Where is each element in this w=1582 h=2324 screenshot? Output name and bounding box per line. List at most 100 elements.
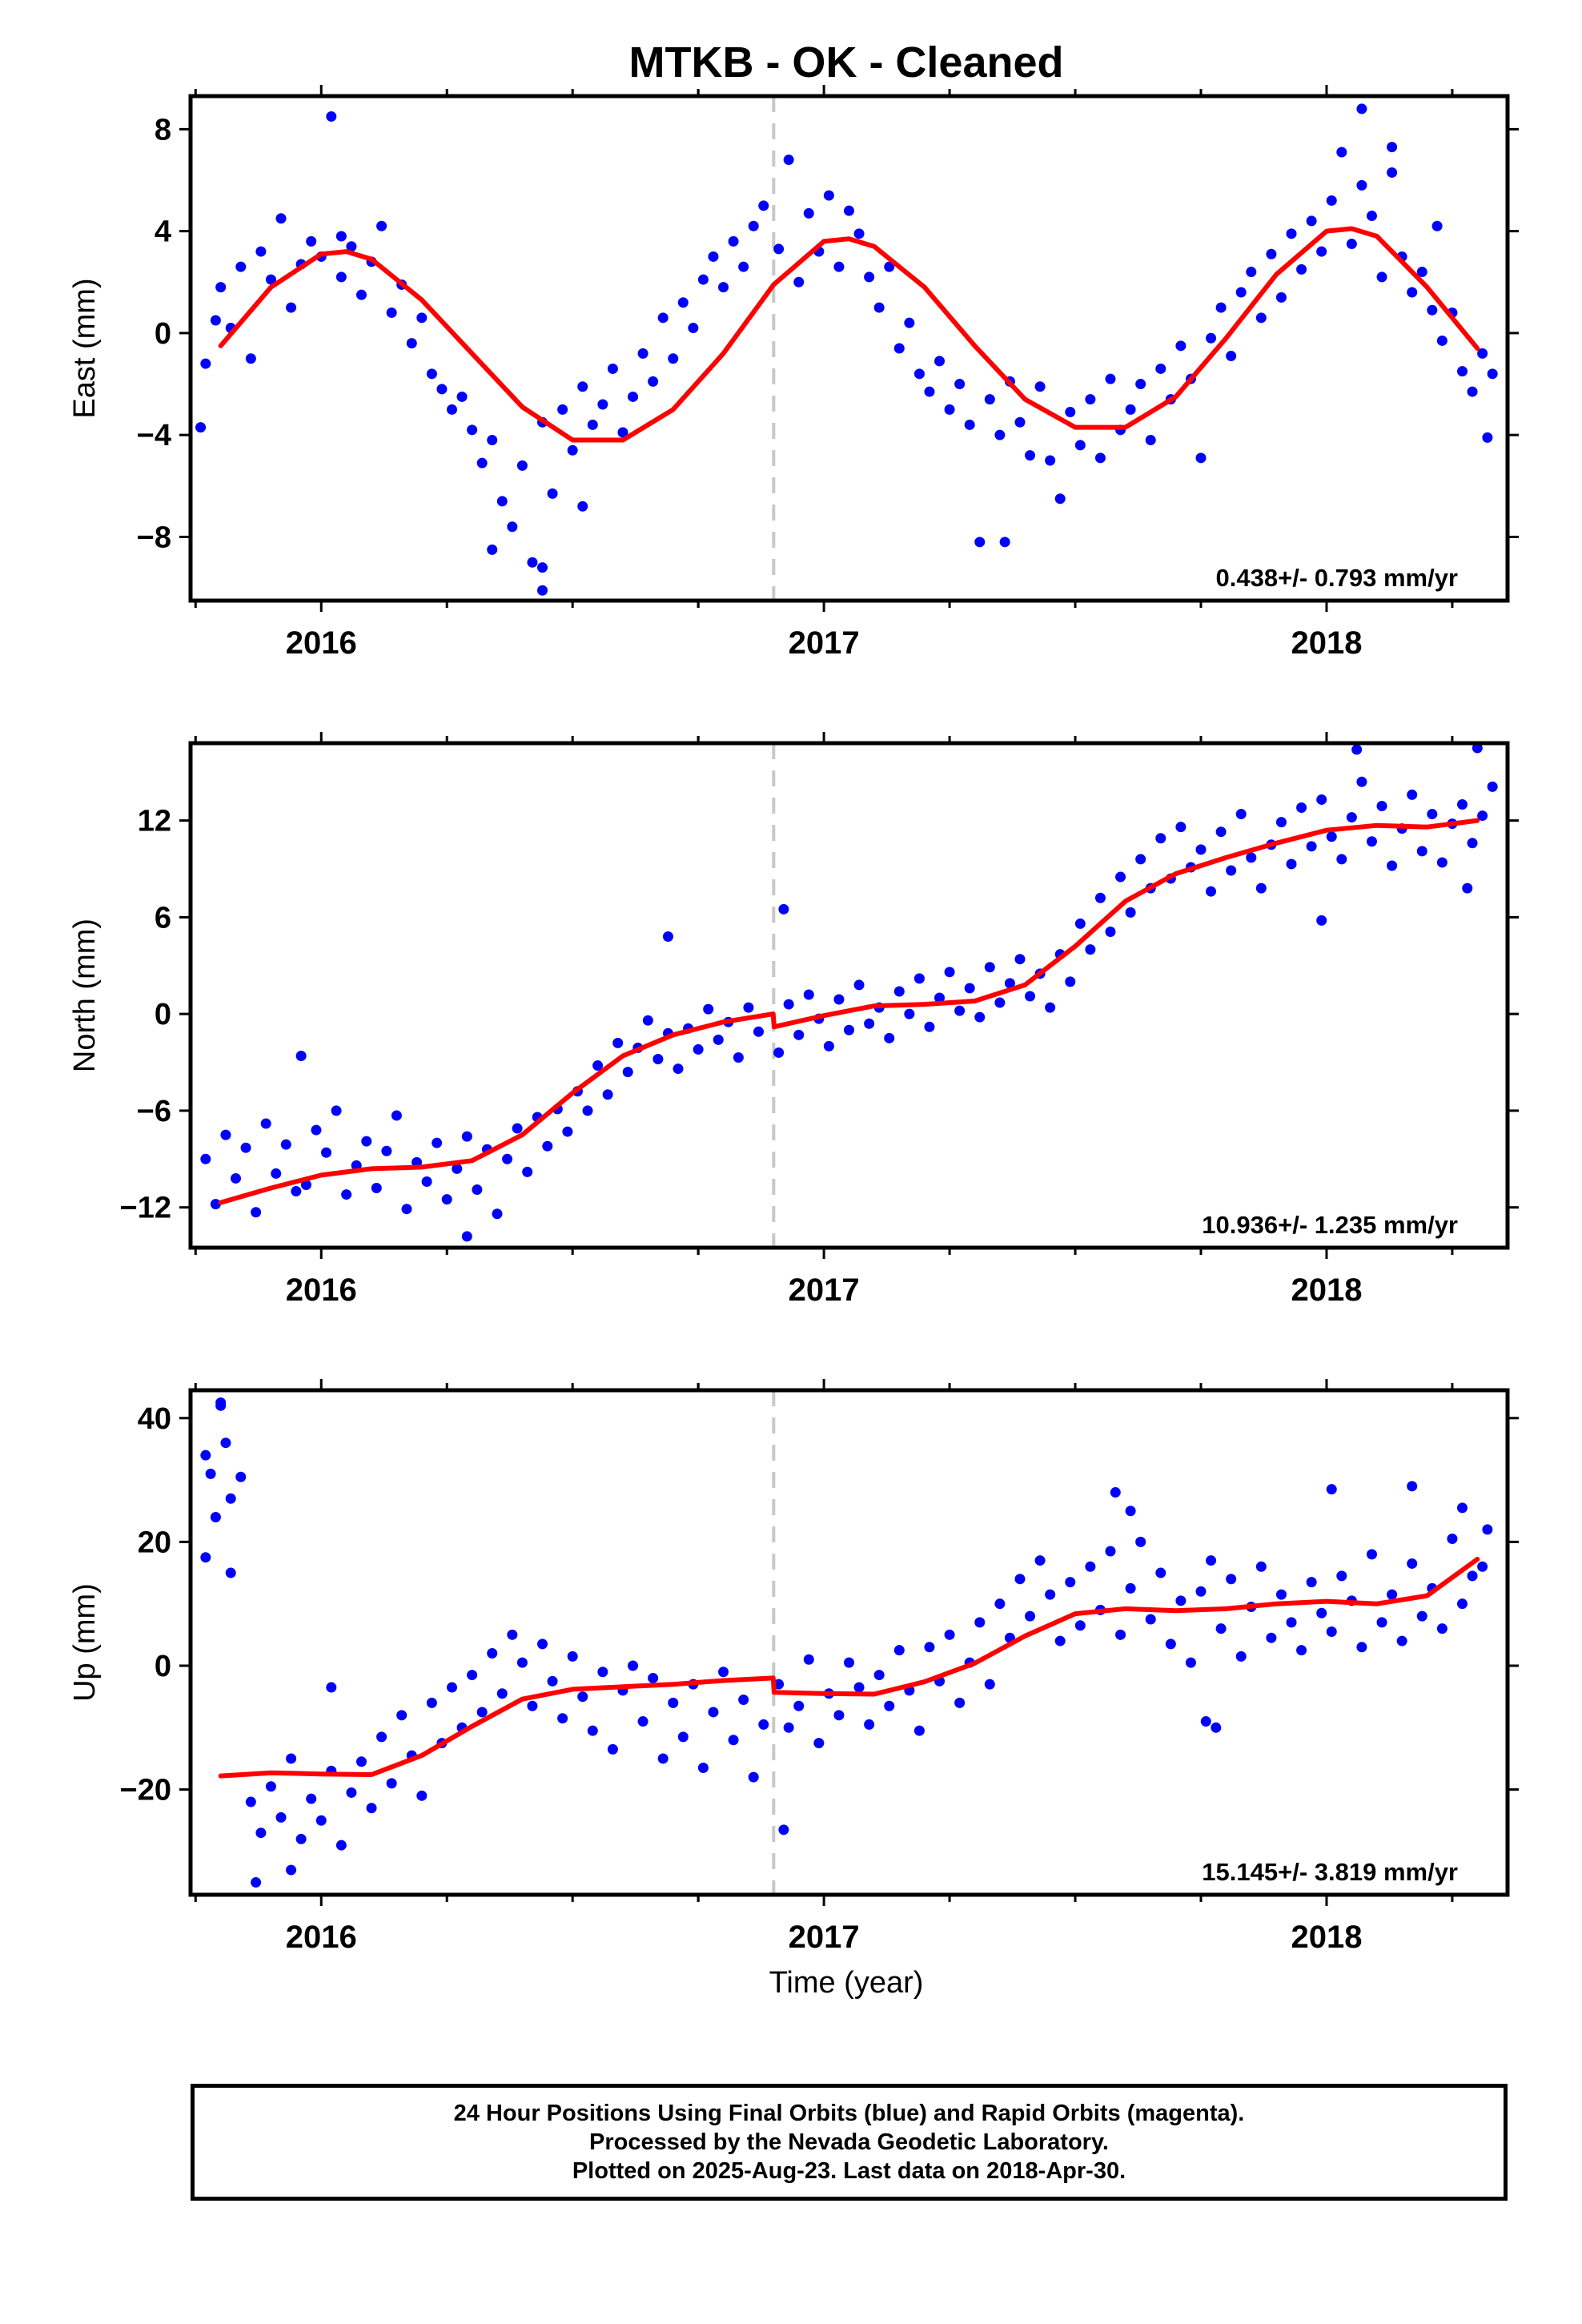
data-point [1436, 857, 1447, 868]
data-point [1376, 271, 1387, 283]
data-point [200, 358, 211, 369]
data-point [1155, 1567, 1166, 1578]
data-point [346, 241, 357, 252]
data-point [873, 302, 885, 313]
data-point [1135, 379, 1146, 390]
data-point [1025, 991, 1036, 1002]
data-point [587, 419, 598, 430]
data-point [225, 1567, 236, 1578]
footer-line-2: Processed by the Nevada Geodetic Laborat… [589, 2129, 1109, 2155]
data-point [1456, 1502, 1468, 1514]
data-point [335, 271, 347, 283]
y-tick-label: 8 [155, 113, 171, 147]
data-point [823, 1040, 834, 1051]
y-tick-label: −6 [137, 1095, 171, 1128]
data-point [652, 1054, 664, 1065]
data-point [461, 1131, 472, 1142]
data-point [306, 235, 317, 247]
data-point [1175, 822, 1186, 833]
data-point [195, 422, 207, 433]
data-point [346, 1787, 357, 1798]
data-point [355, 1756, 367, 1767]
y-axis-label: North (mm) [68, 919, 102, 1072]
data-point [884, 1700, 895, 1711]
data-point [648, 376, 659, 387]
data-point [688, 323, 699, 334]
data-point [964, 983, 975, 994]
data-point [537, 585, 548, 596]
data-point [1366, 211, 1377, 222]
y-tick-label: 4 [155, 215, 171, 249]
data-point [251, 1877, 262, 1888]
data-point [416, 1790, 428, 1801]
x-tick-label: 2017 [789, 1273, 860, 1308]
data-point [306, 1793, 317, 1804]
data-point [386, 1778, 397, 1789]
data-point [516, 460, 528, 471]
model-fit-line [218, 1011, 776, 1205]
data-point [853, 1682, 865, 1693]
data-point [994, 1598, 1006, 1610]
data-point [215, 282, 227, 293]
data-point [1045, 455, 1056, 466]
data-point [1105, 373, 1116, 384]
data-point [1175, 1595, 1186, 1606]
data-point [376, 220, 387, 231]
data-point [502, 1153, 513, 1164]
data-point [668, 353, 679, 364]
data-point [913, 368, 925, 380]
data-point [1467, 1570, 1478, 1582]
data-point [396, 1710, 408, 1721]
x-axis-label: Time (year) [769, 1966, 924, 2000]
data-point [1065, 1577, 1076, 1588]
data-point [893, 343, 905, 354]
data-point [1275, 292, 1287, 303]
data-point [1387, 860, 1398, 871]
x-tick-label: 2018 [1291, 625, 1362, 661]
y-tick-label: 20 [138, 1526, 171, 1559]
data-point [496, 1688, 508, 1699]
data-point [487, 544, 498, 555]
data-point [597, 399, 608, 410]
x-tick-label: 2016 [286, 1273, 357, 1308]
data-point [793, 276, 805, 287]
data-point [1034, 381, 1046, 392]
data-point [1125, 404, 1136, 415]
data-point [582, 1105, 593, 1116]
data-point [291, 1186, 302, 1197]
data-point [426, 368, 437, 380]
data-point [577, 501, 588, 512]
data-point [773, 1047, 785, 1058]
data-point [456, 391, 468, 402]
data-point [793, 1700, 805, 1711]
x-tick-label: 2018 [1291, 1920, 1362, 1955]
data-point [1482, 432, 1493, 443]
data-point [934, 992, 946, 1003]
data-point [1115, 1629, 1126, 1640]
data-point [1266, 1632, 1277, 1643]
data-point [286, 302, 297, 313]
data-point [1316, 915, 1327, 926]
data-point [1477, 1561, 1488, 1572]
data-point [793, 1029, 805, 1040]
data-point [542, 1140, 553, 1152]
data-point [1376, 800, 1387, 811]
data-point [1135, 1536, 1146, 1547]
data-point [1226, 1574, 1237, 1585]
data-point [220, 1437, 231, 1449]
data-point [1416, 267, 1427, 278]
data-point [1195, 844, 1207, 855]
x-tick-label: 2017 [789, 1920, 860, 1955]
plot-area [200, 743, 1498, 1242]
data-point [743, 1002, 754, 1013]
data-point [1456, 798, 1468, 810]
data-point [476, 1707, 488, 1718]
data-point [311, 1124, 322, 1136]
data-point [693, 1043, 704, 1055]
data-point [1436, 335, 1447, 346]
footer-line-1: 24 Hour Positions Using Final Orbits (bl… [453, 2101, 1245, 2126]
data-point [376, 1731, 387, 1743]
data-point [1407, 1558, 1418, 1569]
data-point [567, 1651, 578, 1662]
data-point [527, 557, 538, 568]
